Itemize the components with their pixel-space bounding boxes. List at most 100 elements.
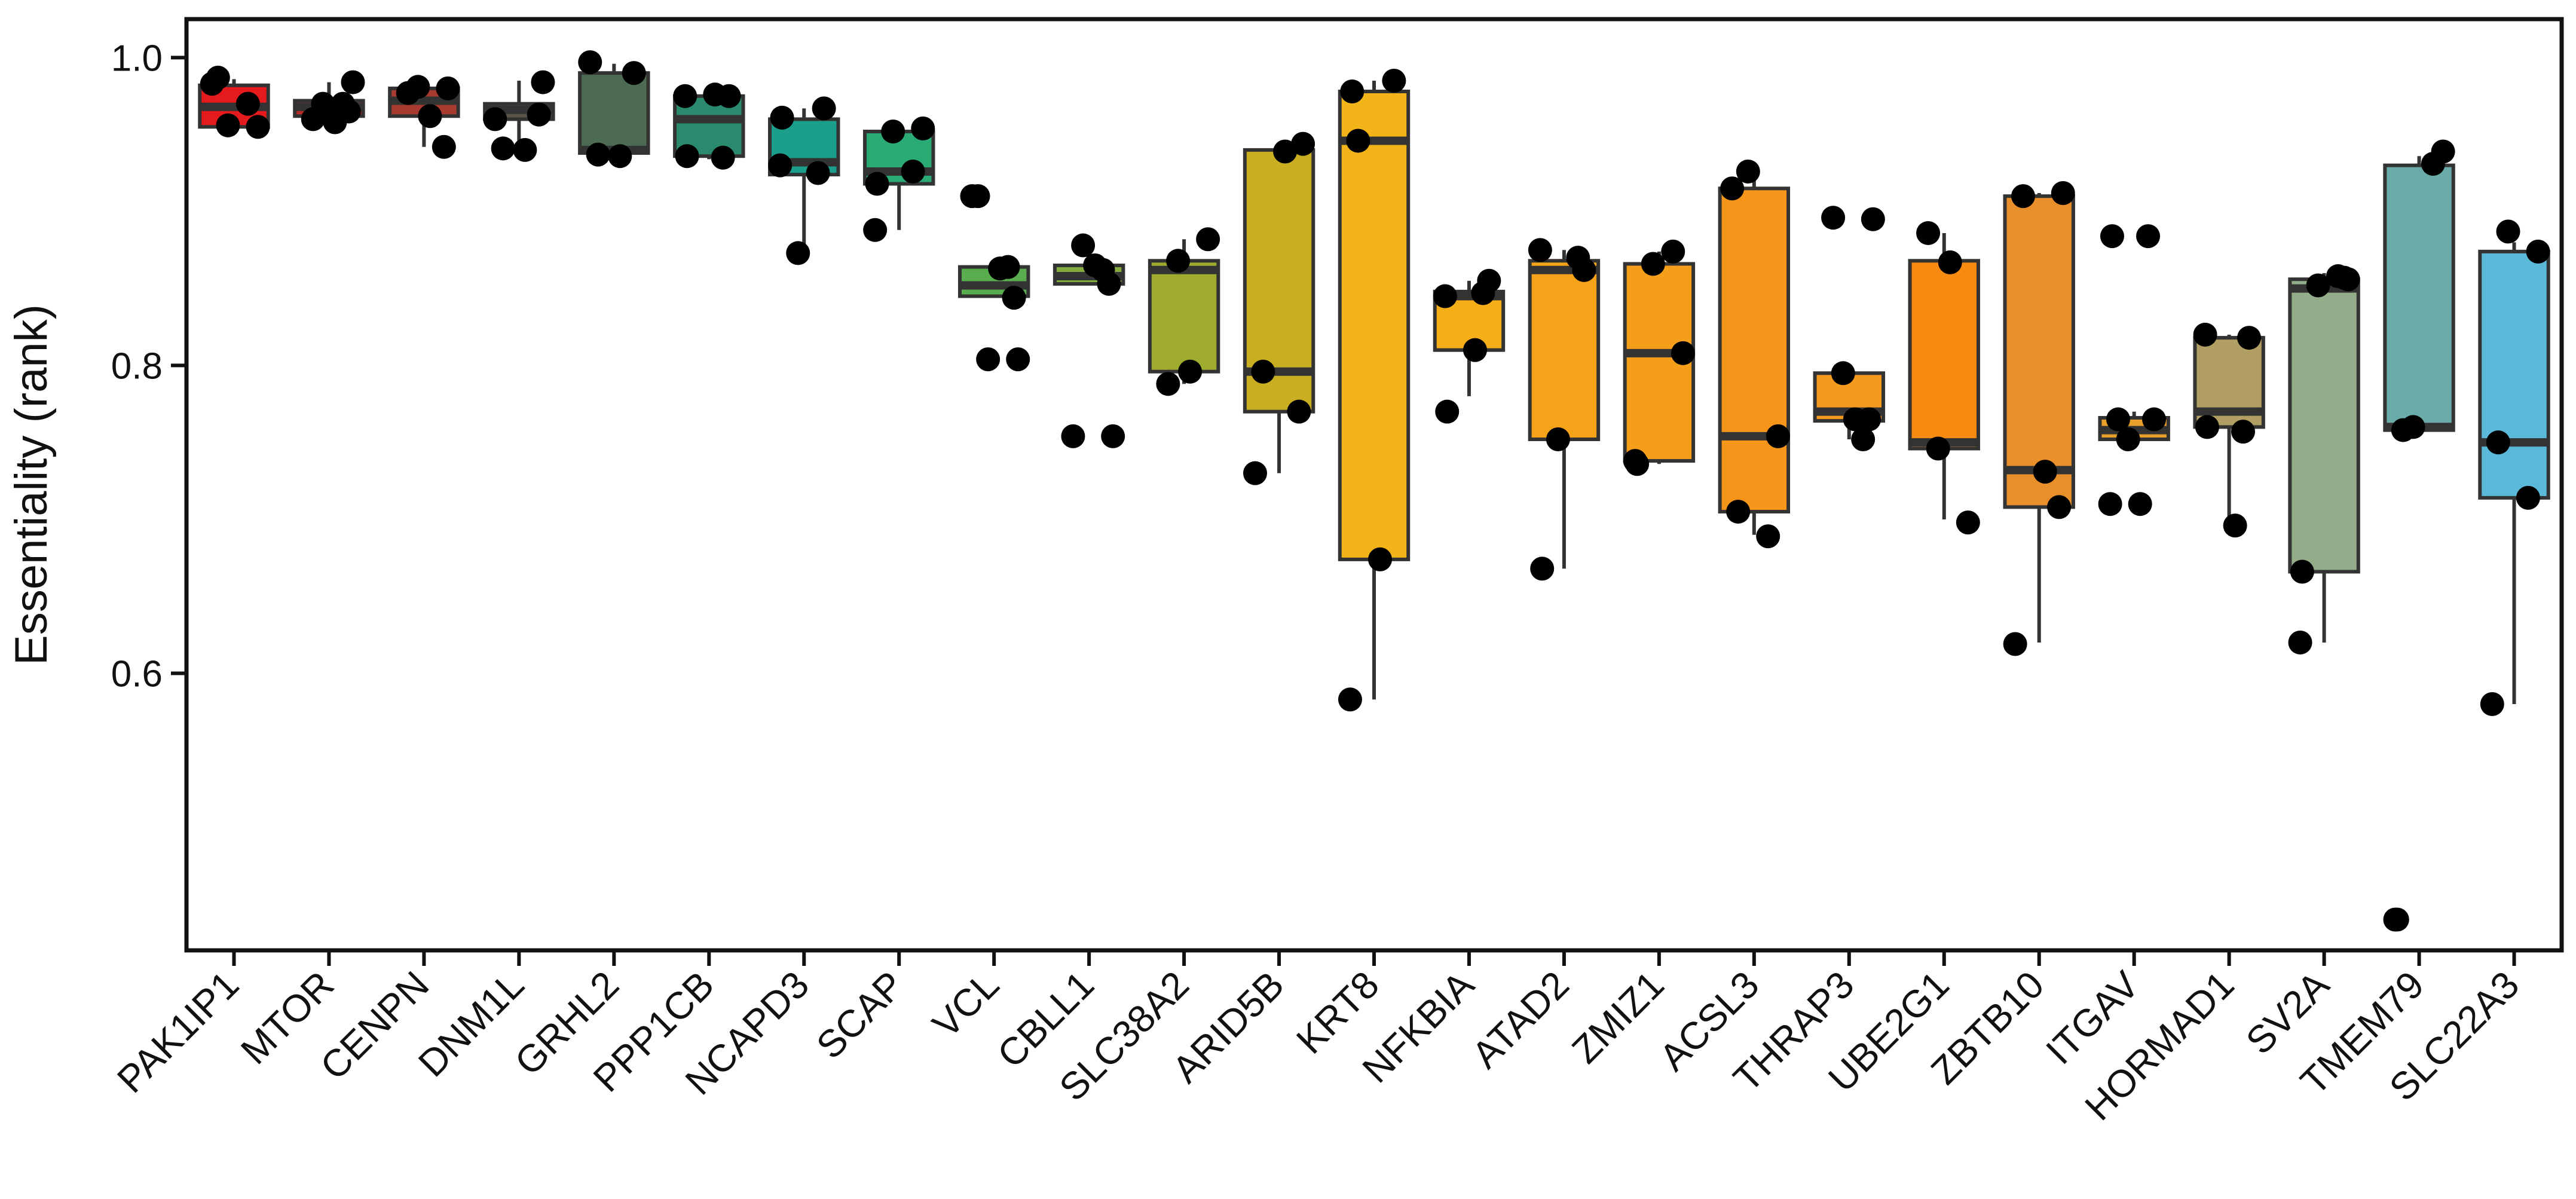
box xyxy=(1528,259,1601,442)
data-point xyxy=(673,84,697,108)
x-tick-label: CENPN xyxy=(312,963,437,1088)
data-point xyxy=(717,84,741,108)
data-point xyxy=(806,161,830,185)
data-point xyxy=(2237,326,2262,350)
data-point xyxy=(2288,630,2312,654)
data-point xyxy=(966,184,990,209)
data-point xyxy=(2136,224,2161,249)
data-point xyxy=(1433,284,1457,308)
data-point xyxy=(2033,460,2057,484)
data-point xyxy=(622,61,646,85)
y-tick-label: 1.0 xyxy=(111,38,163,79)
data-point xyxy=(1736,159,1760,183)
data-point xyxy=(1831,361,1855,386)
data-point xyxy=(1661,239,1685,264)
data-point xyxy=(976,347,1001,372)
data-point xyxy=(2306,273,2330,298)
data-point xyxy=(786,241,810,265)
box xyxy=(1338,90,1411,561)
data-point xyxy=(1340,79,1365,104)
data-point xyxy=(2391,418,2415,442)
data-point xyxy=(1530,556,1555,581)
data-point xyxy=(2003,632,2027,656)
data-point xyxy=(1766,424,1790,448)
data-point xyxy=(1287,399,1311,424)
data-point xyxy=(586,142,610,167)
box xyxy=(2003,194,2075,509)
x-tick-label: PAK1IP1 xyxy=(109,963,247,1101)
data-point xyxy=(216,113,240,137)
data-point xyxy=(483,107,507,131)
data-point xyxy=(2195,415,2219,439)
data-point xyxy=(1756,524,1780,549)
data-point xyxy=(1251,359,1275,384)
data-point xyxy=(1061,424,1085,448)
box xyxy=(1148,259,1220,374)
data-point xyxy=(901,159,925,183)
data-point xyxy=(1346,129,1370,153)
x-axis: PAK1IP1MTORCENPNDNM1LGRHL2PPP1CBNCAPD3SC… xyxy=(109,950,2527,1128)
y-axis-title: Essentiality (rank) xyxy=(6,304,57,665)
data-point xyxy=(2051,181,2075,205)
box-group xyxy=(1718,171,1791,535)
data-point xyxy=(341,70,365,94)
data-point xyxy=(881,119,905,143)
data-point xyxy=(246,115,270,139)
data-point xyxy=(1566,246,1590,270)
data-point xyxy=(1368,547,1393,571)
data-point xyxy=(1156,372,1180,396)
data-point xyxy=(531,70,555,94)
box-group xyxy=(1243,143,1315,473)
data-point xyxy=(2011,184,2036,209)
data-point xyxy=(2486,430,2510,455)
data-point xyxy=(1243,461,1267,485)
data-point xyxy=(1196,227,1220,252)
x-tick-label: ATAD2 xyxy=(1464,963,1577,1076)
data-point xyxy=(1178,359,1203,384)
data-point xyxy=(336,99,361,124)
box-group xyxy=(768,108,840,255)
data-point xyxy=(432,134,456,159)
data-point xyxy=(1083,253,1108,278)
data-point xyxy=(301,107,325,131)
data-point xyxy=(675,144,699,169)
data-point xyxy=(1273,139,1298,164)
data-point xyxy=(2106,407,2130,432)
data-point xyxy=(2116,427,2140,452)
data-point xyxy=(2128,492,2152,516)
box-group xyxy=(1908,233,1980,519)
data-point xyxy=(2223,513,2247,538)
data-point xyxy=(578,50,602,75)
data-point xyxy=(2231,420,2256,444)
box-group xyxy=(578,63,650,157)
box-group xyxy=(1338,81,1411,700)
box xyxy=(1718,186,1791,514)
y-tick-label: 0.8 xyxy=(111,345,163,387)
data-point xyxy=(2047,495,2072,519)
box xyxy=(2478,249,2550,500)
data-point xyxy=(1726,500,1751,524)
data-point xyxy=(1546,427,1570,452)
box xyxy=(1908,259,1980,451)
data-point xyxy=(1166,249,1191,273)
data-point xyxy=(1002,286,1026,310)
data-point xyxy=(1861,207,1885,231)
data-point xyxy=(2385,907,2409,932)
data-point xyxy=(1101,424,1125,448)
data-point xyxy=(1641,252,1665,276)
data-point xyxy=(1821,206,1846,230)
data-point xyxy=(1956,510,1980,535)
data-point xyxy=(527,102,551,127)
box-group xyxy=(2383,156,2455,432)
data-point xyxy=(812,96,836,121)
data-point xyxy=(2142,407,2167,432)
data-point xyxy=(988,256,1012,281)
y-axis: 1.0 0.8 0.6 xyxy=(111,38,186,695)
data-point xyxy=(2193,322,2217,347)
data-point xyxy=(2336,267,2360,292)
data-point xyxy=(1006,347,1030,372)
data-point xyxy=(770,105,794,130)
data-point xyxy=(2496,219,2520,244)
box-group xyxy=(2003,192,2075,643)
